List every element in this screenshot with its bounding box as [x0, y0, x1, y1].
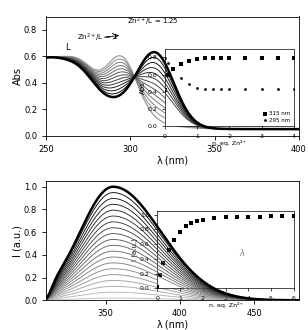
Text: Zn$^{2+}$/L = 1: Zn$^{2+}$/L = 1: [76, 32, 118, 44]
X-axis label: λ (nm): λ (nm): [157, 155, 188, 165]
Text: L: L: [65, 43, 69, 51]
Text: Zn$^{2+}$/L = 1.25: Zn$^{2+}$/L = 1.25: [127, 16, 179, 28]
X-axis label: λ (nm): λ (nm): [157, 320, 188, 330]
Y-axis label: Abs: Abs: [13, 67, 22, 85]
Y-axis label: I (a.u.): I (a.u.): [13, 225, 22, 257]
